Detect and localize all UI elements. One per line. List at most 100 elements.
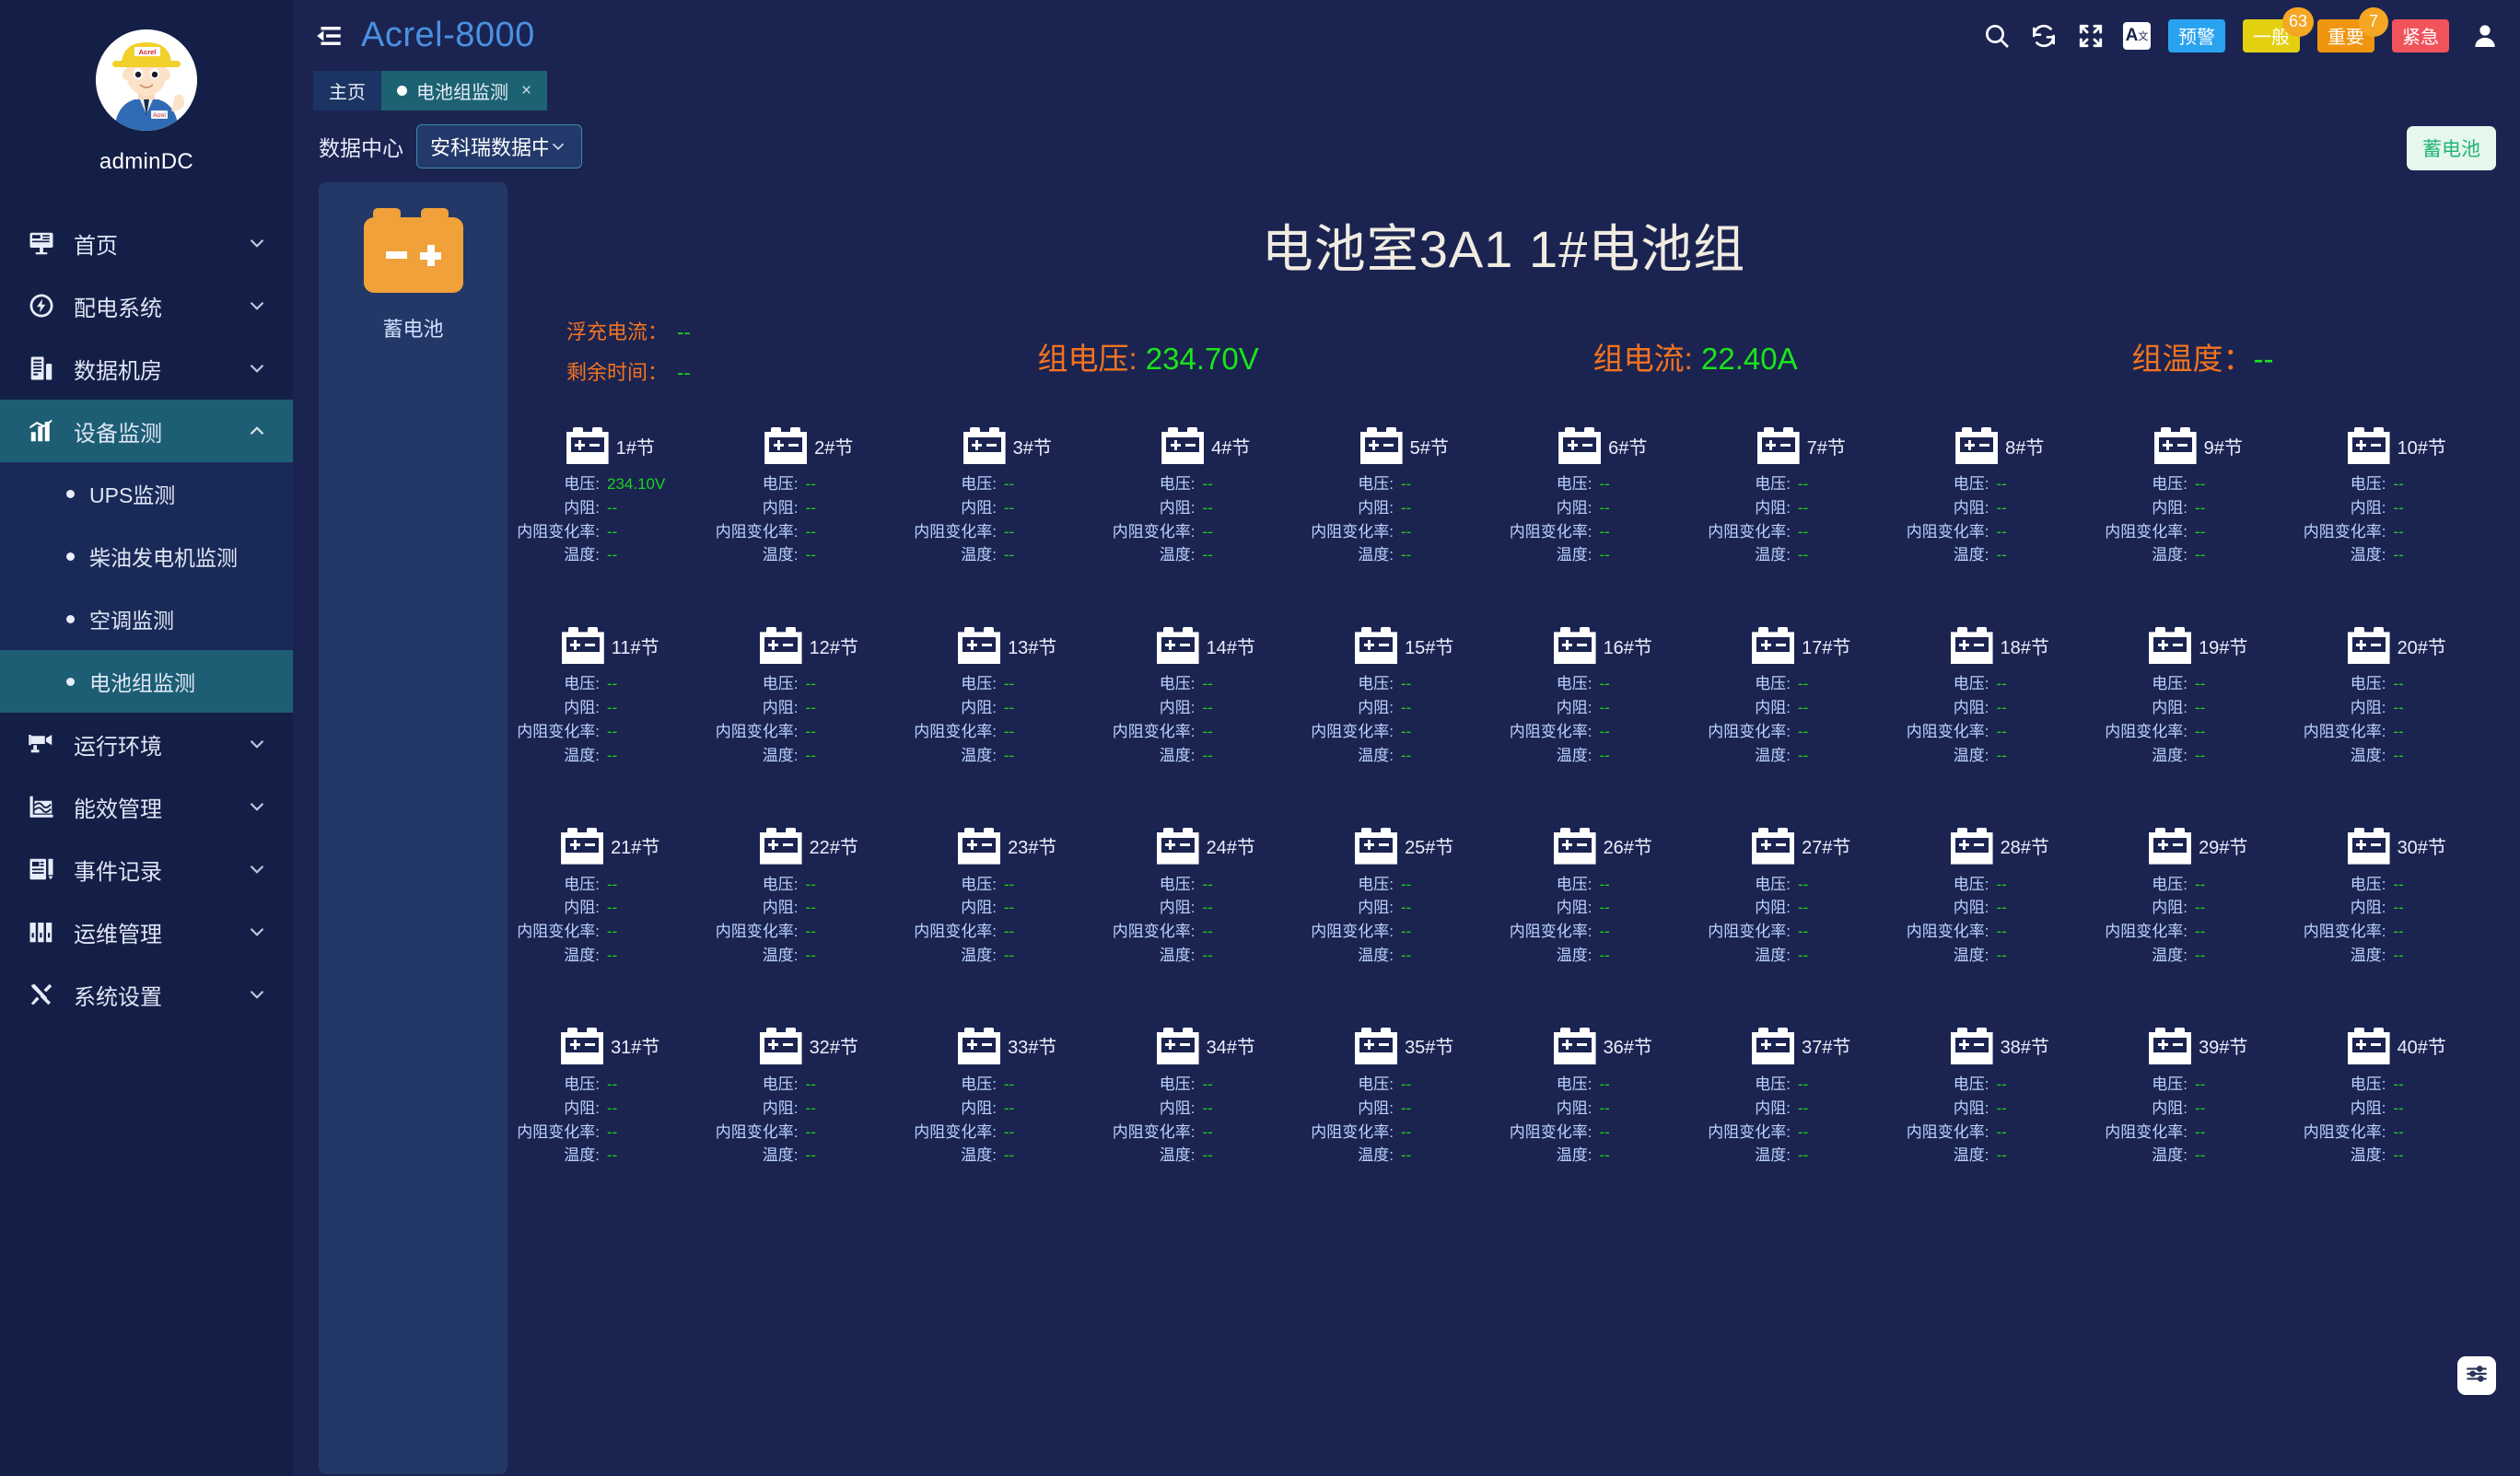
battery-cell[interactable]: 19#节 电压: -- 内阻: -- 内阻变化率: -- 温度: -- xyxy=(2099,624,2298,767)
field-label: 内阻: xyxy=(1755,899,1791,917)
battery-cell-icon xyxy=(1558,427,1602,464)
fullscreen-icon[interactable] xyxy=(2076,21,2106,51)
field-label: 电压: xyxy=(961,1075,997,1093)
battery-cell[interactable]: 17#节 电压: -- 内阻: -- 内阻变化率: -- 温度: -- xyxy=(1702,624,1901,767)
field-value: -- xyxy=(1202,875,1213,893)
tab-battery-group-monitoring[interactable]: 电池组监测 × xyxy=(381,71,548,110)
battery-cell[interactable]: 33#节 电压: -- 内阻: -- 内阻变化率: -- 温度: -- xyxy=(908,1025,1107,1168)
sidebar-menu: 首页 配电系统 xyxy=(0,212,293,1026)
battery-cell[interactable]: 15#节 电压: -- 内阻: -- 内阻变化率: -- 温度: -- xyxy=(1305,624,1504,767)
battery-cell[interactable]: 30#节 电压: -- 内阻: -- 内阻变化率: -- 温度: -- xyxy=(2298,825,2497,968)
battery-cell[interactable]: 16#节 电压: -- 内阻: -- 内阻变化率: -- 温度: -- xyxy=(1504,624,1703,767)
battery-cell[interactable]: 34#节 电压: -- 内阻: -- 内阻变化率: -- 温度: -- xyxy=(1107,1025,1306,1168)
tab-home[interactable]: 主页 xyxy=(313,71,381,110)
battery-cell[interactable]: 2#节 电压: -- 内阻: -- 内阻变化率: -- 温度: -- xyxy=(710,424,909,567)
battery-cell-field-voltage: 电压: -- xyxy=(1305,1073,1504,1097)
battery-cell[interactable]: 35#节 电压: -- 内阻: -- 内阻变化率: -- 温度: -- xyxy=(1305,1025,1504,1168)
sidebar-subitem-diesel-generator[interactable]: 柴油发电机监测 xyxy=(0,525,293,587)
battery-cell[interactable]: 3#节 电压: -- 内阻: -- 内阻变化率: -- 温度: -- xyxy=(908,424,1107,567)
battery-cell[interactable]: 14#节 电压: -- 内阻: -- 内阻变化率: -- 温度: -- xyxy=(1107,624,1306,767)
sidebar-item-environment[interactable]: 运行环境 xyxy=(0,713,293,775)
sidebar-item-system-settings[interactable]: 系统设置 xyxy=(0,963,293,1026)
field-value: -- xyxy=(607,746,618,764)
battery-cell[interactable]: 36#节 电压: -- 内阻: -- 内阻变化率: -- 温度: -- xyxy=(1504,1025,1703,1168)
battery-cell[interactable]: 18#节 电压: -- 内阻: -- 内阻变化率: -- 温度: -- xyxy=(1901,624,2100,767)
settings-fab-button[interactable] xyxy=(2457,1356,2496,1395)
battery-cell-fields: 电压: -- 内阻: -- 内阻变化率: -- 温度: -- xyxy=(1305,873,1504,968)
user-account-icon[interactable] xyxy=(2470,21,2500,51)
sidebar-item-energy-management[interactable]: 能效管理 xyxy=(0,775,293,838)
sidebar-item-home[interactable]: 首页 xyxy=(0,212,293,274)
stat-group-temperature: 组温度：-- xyxy=(2132,334,2274,378)
battery-cell-icon xyxy=(1950,1027,1993,1064)
battery-cell[interactable]: 28#节 电压: -- 内阻: -- 内阻变化率: -- 温度: -- xyxy=(1901,825,2100,968)
field-label: 内阻变化率: xyxy=(914,1122,997,1141)
battery-cell[interactable]: 10#节 电压: -- 内阻: -- 内阻变化率: -- 温度: -- xyxy=(2298,424,2497,567)
battery-cell[interactable]: 12#节 电压: -- 内阻: -- 内阻变化率: -- 温度: -- xyxy=(710,624,909,767)
alert-button-general[interactable]: 一般 63 xyxy=(2243,6,2314,52)
battery-cell[interactable]: 31#节 电压: -- 内阻: -- 内阻变化率: -- 温度: -- xyxy=(511,1025,710,1168)
battery-cell[interactable]: 9#节 电压: -- 内阻: -- 内阻变化率: -- 温度: -- xyxy=(2099,424,2298,567)
battery-cell[interactable]: 23#节 电压: -- 内阻: -- 内阻变化率: -- 温度: -- xyxy=(908,825,1107,968)
sidebar-subitem-battery-group[interactable]: 电池组监测 xyxy=(0,650,293,713)
battery-cell[interactable]: 38#节 电压: -- 内阻: -- 内阻变化率: -- 温度: -- xyxy=(1901,1025,2100,1168)
battery-icon[interactable] xyxy=(363,208,463,293)
stat-group-voltage: 组电压: 234.70V xyxy=(1037,334,1258,378)
data-center-select[interactable]: 安科瑞数据中心 xyxy=(416,124,582,169)
battery-cell[interactable]: 25#节 电压: -- 内阻: -- 内阻变化率: -- 温度: -- xyxy=(1305,825,1504,968)
battery-cell-header: 35#节 xyxy=(1305,1025,1504,1067)
battery-cell-field-resistance: 内阻: -- xyxy=(1107,896,1306,920)
battery-cell[interactable]: 37#节 电压: -- 内阻: -- 内阻变化率: -- 温度: -- xyxy=(1702,1025,1901,1168)
sidebar-item-operations[interactable]: 运维管理 xyxy=(0,901,293,963)
field-value: -- xyxy=(1798,1146,1809,1165)
battery-filter-button[interactable]: 蓄电池 xyxy=(2407,126,2496,170)
battery-cell-name: 27#节 xyxy=(1802,838,1851,859)
field-value: -- xyxy=(805,1122,816,1141)
field-label: 内阻变化率: xyxy=(517,722,600,740)
menu-collapse-icon[interactable] xyxy=(313,20,344,52)
battery-cell-field-voltage: 电压: -- xyxy=(1107,1073,1306,1097)
battery-cell-fields: 电压: -- 内阻: -- 内阻变化率: -- 温度: -- xyxy=(908,472,1107,567)
battery-cell[interactable]: 21#节 电压: -- 内阻: -- 内阻变化率: -- 温度: -- xyxy=(511,825,710,968)
battery-cell-field-resistance-rate: 内阻变化率: -- xyxy=(2099,1121,2298,1145)
battery-cell-icon xyxy=(561,1027,604,1064)
sidebar-subitem-air-conditioner[interactable]: 空调监测 xyxy=(0,587,293,650)
battery-cell[interactable]: 8#节 电压: -- 内阻: -- 内阻变化率: -- 温度: -- xyxy=(1901,424,2100,567)
battery-cell[interactable]: 40#节 电压: -- 内阻: -- 内阻变化率: -- 温度: -- xyxy=(2298,1025,2497,1168)
battery-cell[interactable]: 7#节 电压: -- 内阻: -- 内阻变化率: -- 温度: -- xyxy=(1702,424,1901,567)
battery-cell[interactable]: 27#节 电压: -- 内阻: -- 内阻变化率: -- 温度: -- xyxy=(1702,825,1901,968)
battery-cell[interactable]: 20#节 电压: -- 内阻: -- 内阻变化率: -- 温度: -- xyxy=(2298,624,2497,767)
field-label: 温度: xyxy=(1953,546,1989,564)
battery-cell[interactable]: 32#节 电压: -- 内阻: -- 内阻变化率: -- 温度: -- xyxy=(710,1025,909,1168)
battery-cell-field-voltage: 电压: -- xyxy=(1504,672,1703,696)
sidebar-subitem-ups[interactable]: UPS监测 xyxy=(0,462,293,525)
search-icon[interactable] xyxy=(1982,21,2012,51)
sidebar-item-power-system[interactable]: 配电系统 xyxy=(0,274,293,337)
battery-cell[interactable]: 29#节 电压: -- 内阻: -- 内阻变化率: -- 温度: -- xyxy=(2099,825,2298,968)
battery-cell-field-resistance-rate: 内阻变化率: -- xyxy=(1504,1121,1703,1145)
alert-button-important[interactable]: 重要 7 xyxy=(2317,6,2388,52)
close-icon[interactable]: × xyxy=(521,80,532,100)
alert-button-warning[interactable]: 预警 xyxy=(2168,18,2225,52)
battery-cell[interactable]: 6#节 电压: -- 内阻: -- 内阻变化率: -- 温度: -- xyxy=(1504,424,1703,567)
battery-cell[interactable]: 11#节 电压: -- 内阻: -- 内阻变化率: -- 温度: -- xyxy=(511,624,710,767)
sidebar-item-data-center[interactable]: 数据机房 xyxy=(0,337,293,400)
battery-cell[interactable]: 13#节 电压: -- 内阻: -- 内阻变化率: -- 温度: -- xyxy=(908,624,1107,767)
refresh-icon[interactable] xyxy=(2029,21,2059,51)
battery-cell[interactable]: 1#节 电压: 234.10V 内阻: -- 内阻变化率: -- 温度: -- xyxy=(511,424,710,567)
avatar[interactable]: Acrel xyxy=(96,29,197,131)
field-value: -- xyxy=(1401,1146,1412,1165)
battery-cell[interactable]: 22#节 电压: -- 内阻: -- 内阻变化率: -- 温度: -- xyxy=(710,825,909,968)
sidebar-item-device-monitoring[interactable]: 设备监测 xyxy=(0,400,293,462)
alert-button-urgent[interactable]: 紧急 xyxy=(2392,18,2449,52)
battery-cell-header: 40#节 xyxy=(2298,1025,2497,1067)
battery-cell-icon xyxy=(1156,827,1199,865)
battery-cell[interactable]: 5#节 电压: -- 内阻: -- 内阻变化率: -- 温度: -- xyxy=(1305,424,1504,567)
field-value: -- xyxy=(1401,546,1412,564)
battery-cell[interactable]: 24#节 电压: -- 内阻: -- 内阻变化率: -- 温度: -- xyxy=(1107,825,1306,968)
sidebar-item-event-log[interactable]: 事件记录 xyxy=(0,838,293,901)
battery-cell[interactable]: 4#节 电压: -- 内阻: -- 内阻变化率: -- 温度: -- xyxy=(1107,424,1306,567)
battery-cell[interactable]: 39#节 电压: -- 内阻: -- 内阻变化率: -- 温度: -- xyxy=(2099,1025,2298,1168)
battery-cell[interactable]: 26#节 电压: -- 内阻: -- 内阻变化率: -- 温度: -- xyxy=(1504,825,1703,968)
